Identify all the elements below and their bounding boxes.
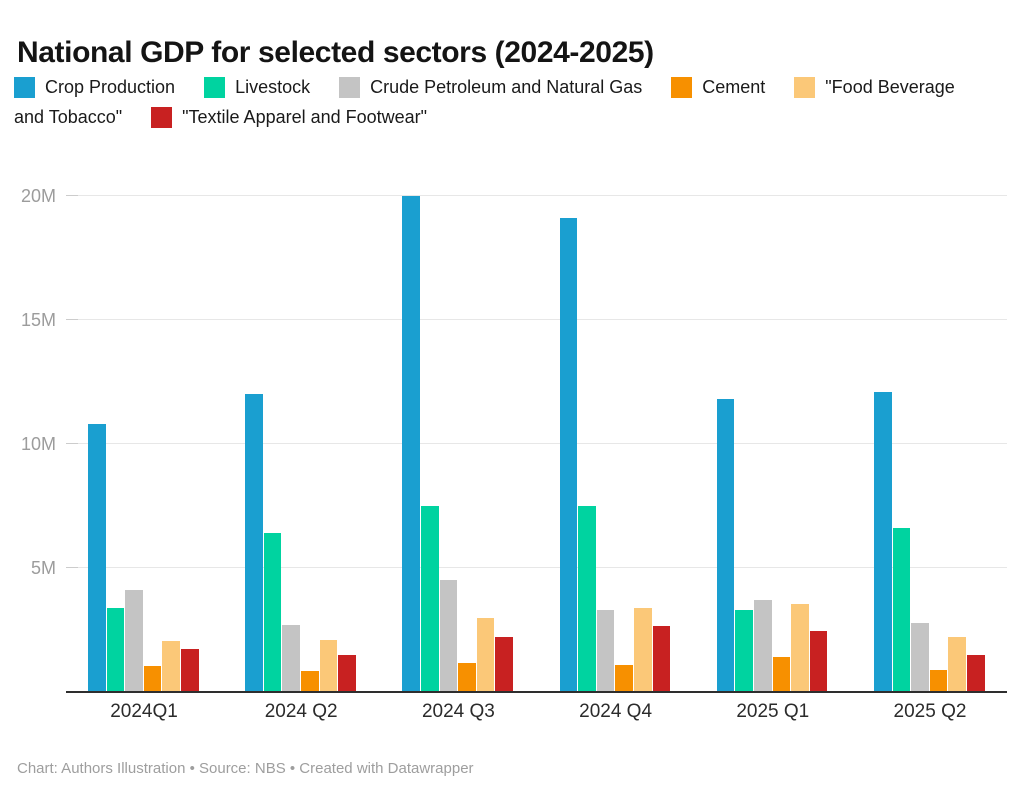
x-axis-tick-label: 2025 Q1 [736,701,810,722]
bar-crude-petroleum-and-natural-gas [596,610,615,692]
legend-row: Crop Production Livestock Crude Petroleum … [14,76,1014,98]
bar-food-beverage-and-tobacco [476,617,495,692]
bar-crop-production [88,424,106,692]
gridline [66,195,1007,196]
bar-group-2024-q2 [245,170,357,692]
bar-cement [143,665,162,692]
bar-cement [929,669,948,692]
bar-food-beverage-and-tobacco [319,639,338,692]
legend-item-livestock: Livestock [204,76,311,98]
bar-cement [772,657,791,692]
legend-label: Livestock [235,76,311,97]
legend-label: Cement [702,76,766,97]
y-axis-tick-label: 20M [20,186,56,206]
legend-row: and Tobacco" "Textile Apparel and Footwea… [14,106,1014,128]
bar-crop-production [874,391,892,692]
bar-group-2025-q2 [874,170,986,692]
bar-crude-petroleum-and-natural-gas [282,625,300,692]
legend-label: "Textile Apparel and Footwear" [182,106,428,127]
legend-swatch-icon [151,106,173,128]
x-axis-tick-label: 2024 Q2 [264,701,338,722]
bar-crude-petroleum-and-natural-gas [753,600,772,692]
bar-cement [615,664,633,692]
bar-food-beverage-and-tobacco [162,641,180,692]
bar-livestock [735,610,753,692]
bar-food-beverage-and-tobacco [633,607,652,692]
plot-area [66,170,1007,692]
bar-crude-petroleum-and-natural-gas [439,580,458,692]
bar-crop-production [245,394,263,692]
y-axis-tick [66,319,78,320]
chart-footer: Chart: Authors Illustration • Source: NB… [17,760,474,777]
bar-crop-production [559,218,578,692]
bar-crop-production [402,196,420,692]
y-axis-tick-label: 15M [20,310,56,330]
bar-textile-apparel-and-footwear [495,637,513,692]
bar-food-beverage-and-tobacco [948,637,966,692]
bar-crude-petroleum-and-natural-gas [125,590,143,692]
y-axis-tick-label: 5M [30,558,56,578]
legend-item-crude-petroleum-and-natural-gas: Crude Petroleum and Natural Gas [339,76,643,98]
x-axis-tick-label: 2024 Q3 [421,701,495,722]
bar-group-2024q1 [88,170,200,692]
bar-textile-apparel-and-footwear [180,648,199,692]
legend-swatch-icon [671,76,693,98]
gridline [66,443,1007,444]
legend: Crop Production Livestock Crude Petroleum … [14,76,1014,136]
gridline [66,567,1007,568]
bar-cement [458,663,476,692]
legend-label: Crude Petroleum and Natural Gas [370,76,643,97]
chart-title: National GDP for selected sectors (2024-… [17,36,654,70]
bar-group-2024-q4 [559,170,672,692]
bar-crude-petroleum-and-natural-gas [911,622,929,692]
bar-livestock [420,506,439,692]
y-axis-tick [66,195,78,196]
bar-livestock [892,528,911,692]
bar-group-2024-q3 [402,170,514,692]
x-axis-baseline [66,691,1007,693]
legend-label-continuation: and Tobacco" [14,106,123,127]
bar-textile-apparel-and-footwear [809,631,828,692]
legend-swatch-icon [14,76,35,98]
bar-textile-apparel-and-footwear [966,654,985,692]
legend-swatch-icon [794,76,816,98]
x-axis-tick-label: 2024Q1 [110,701,178,722]
bar-crop-production [716,399,735,692]
bar-group-2025-q1 [716,170,829,692]
bar-textile-apparel-and-footwear [338,654,356,692]
x-axis-tick-label: 2025 Q2 [893,701,967,722]
legend-item-crop-production: Crop Production [14,76,176,98]
legend-label: Crop Production [45,76,176,97]
y-axis-tick-label: 10M [20,434,56,454]
legend-item-food-beverage-and-tobacco: "Food Beverage [794,76,955,98]
x-axis-tick-label: 2024 Q4 [579,701,653,722]
legend-label: "Food Beverage [825,76,955,97]
legend-swatch-icon [339,76,361,98]
bar-livestock [263,533,282,692]
legend-item-textile-apparel-and-footwear: "Textile Apparel and Footwear" [151,106,428,128]
y-axis-tick [66,567,78,568]
bar-textile-apparel-and-footwear [652,626,671,692]
bar-livestock [106,607,125,692]
legend-item-cement: Cement [671,76,766,98]
y-axis-tick [66,443,78,444]
legend-swatch-icon [204,76,226,98]
bar-livestock [578,506,596,692]
gridline [66,319,1007,320]
bar-cement [300,670,319,692]
bar-food-beverage-and-tobacco [791,603,809,692]
